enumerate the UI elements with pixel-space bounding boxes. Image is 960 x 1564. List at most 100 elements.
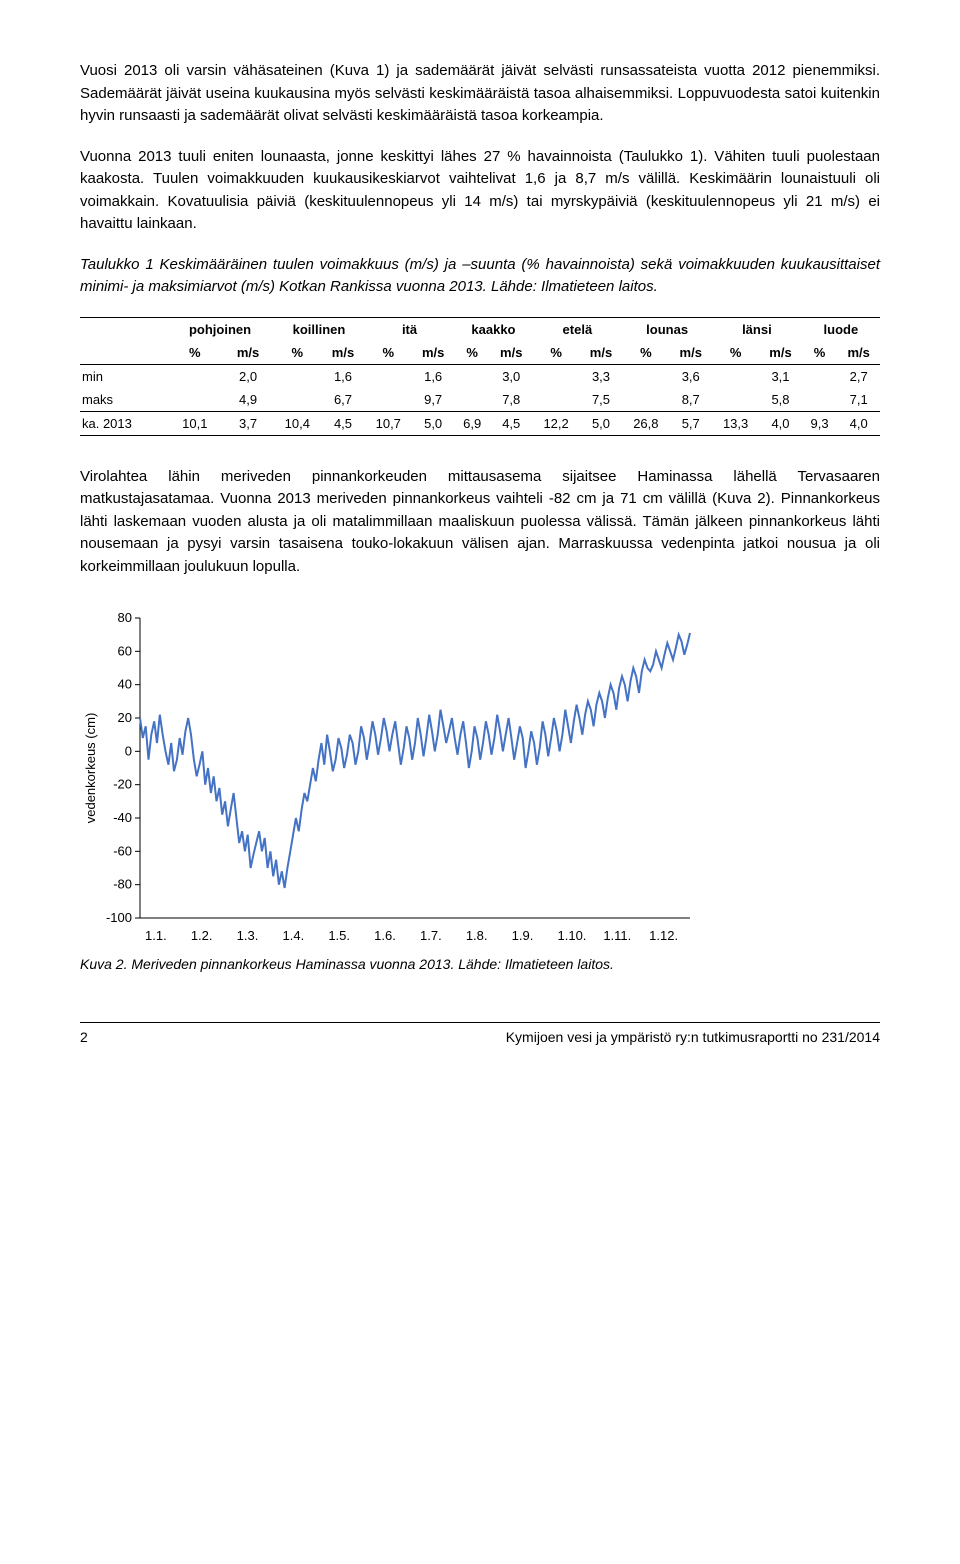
svg-text:1.4.: 1.4. [283, 928, 305, 943]
unit-ms: m/s [669, 341, 712, 365]
table-cell: 4,5 [321, 411, 364, 435]
unit-ms: m/s [490, 341, 533, 365]
table-cell: 3,1 [759, 364, 802, 388]
table-cell: 10,1 [167, 411, 223, 435]
table-cell: 5,0 [580, 411, 623, 435]
table-cell [273, 364, 321, 388]
unit-pct: % [802, 341, 838, 365]
table-cell [802, 388, 838, 412]
table-cell: 3,0 [490, 364, 533, 388]
table-cell: 10,7 [365, 411, 412, 435]
svg-text:-40: -40 [113, 810, 132, 825]
unit-ms: m/s [837, 341, 880, 365]
table-cell: 3,7 [223, 411, 273, 435]
unit-pct: % [167, 341, 223, 365]
table-cell: 8,7 [669, 388, 712, 412]
svg-text:-60: -60 [113, 843, 132, 858]
footer-page-number: 2 [80, 1029, 88, 1045]
row-label: ka. 2013 [80, 411, 167, 435]
table-cell: 9,7 [412, 388, 455, 412]
table-row: min 2,0 1,6 1,6 3,0 3,3 3,6 3,1 2,7 [80, 364, 880, 388]
dir-hdr: etelä [533, 317, 623, 341]
dir-hdr: koillinen [273, 317, 364, 341]
dir-hdr: kaakko [454, 317, 532, 341]
unit-ms: m/s [321, 341, 364, 365]
row-label: maks [80, 388, 167, 412]
table-cell: 6,9 [454, 411, 490, 435]
table-cell [167, 388, 223, 412]
svg-text:1.11.: 1.11. [603, 928, 631, 943]
unit-pct: % [454, 341, 490, 365]
table-cell: 5,0 [412, 411, 455, 435]
table-cell [533, 388, 580, 412]
dir-hdr: lounas [622, 317, 712, 341]
dir-hdr: luode [802, 317, 880, 341]
table-cell: 1,6 [321, 364, 364, 388]
table-cell: 7,8 [490, 388, 533, 412]
table-cell [365, 364, 412, 388]
table-cell [454, 388, 490, 412]
row-label: min [80, 364, 167, 388]
svg-text:-20: -20 [113, 777, 132, 792]
table-cell: 5,7 [669, 411, 712, 435]
table-cell: 9,3 [802, 411, 838, 435]
table-cell [533, 364, 580, 388]
table-cell [802, 364, 838, 388]
svg-text:20: 20 [118, 710, 132, 725]
svg-text:1.2.: 1.2. [191, 928, 213, 943]
table-cell: 13,3 [712, 411, 759, 435]
svg-text:40: 40 [118, 677, 132, 692]
dir-hdr: pohjoinen [167, 317, 273, 341]
table-cell [365, 388, 412, 412]
table-cell: 12,2 [533, 411, 580, 435]
table-cell: 26,8 [622, 411, 669, 435]
footer-report-title: Kymijoen vesi ja ympäristö ry:n tutkimus… [506, 1029, 880, 1045]
unit-pct: % [365, 341, 412, 365]
unit-pct: % [273, 341, 321, 365]
svg-text:1.7.: 1.7. [420, 928, 442, 943]
table-cell: 3,6 [669, 364, 712, 388]
table-unit-row: %m/s %m/s %m/s %m/s %m/s %m/s %m/s %m/s [80, 341, 880, 365]
table-row: maks4,96,79,77,87,58,75,87,1 [80, 388, 880, 412]
svg-text:1.10.: 1.10. [558, 928, 587, 943]
chart-caption: Kuva 2. Meriveden pinnankorkeus Haminass… [80, 956, 880, 972]
table-cell: 5,8 [759, 388, 802, 412]
table-cell: 1,6 [412, 364, 455, 388]
svg-text:1.8.: 1.8. [466, 928, 488, 943]
table-cell: 2,7 [837, 364, 880, 388]
table-direction-row: pohjoinen koillinen itä kaakko etelä lou… [80, 317, 880, 341]
table-cell: 7,5 [580, 388, 623, 412]
table-row: ka. 201310,13,710,44,510,75,06,94,512,25… [80, 411, 880, 435]
svg-text:1.5.: 1.5. [328, 928, 350, 943]
table-cell: 6,7 [321, 388, 364, 412]
svg-text:-80: -80 [113, 877, 132, 892]
table-cell: 10,4 [273, 411, 321, 435]
unit-pct: % [712, 341, 759, 365]
svg-text:80: 80 [118, 610, 132, 625]
table-cell [712, 388, 759, 412]
page-footer: 2 Kymijoen vesi ja ympäristö ry:n tutkim… [80, 1022, 880, 1045]
paragraph-3: Virolahtea lähin meriveden pinnankorkeud… [80, 466, 880, 579]
svg-text:-100: -100 [106, 910, 132, 925]
wind-table: pohjoinen koillinen itä kaakko etelä lou… [80, 317, 880, 436]
svg-text:60: 60 [118, 643, 132, 658]
dir-hdr: länsi [712, 317, 802, 341]
dir-hdr: itä [365, 317, 455, 341]
table-cell: 4,5 [490, 411, 533, 435]
table-caption: Taulukko 1 Keskimääräinen tuulen voimakk… [80, 254, 880, 299]
table-cell: 4,0 [837, 411, 880, 435]
paragraph-1: Vuosi 2013 oli varsin vähäsateinen (Kuva… [80, 60, 880, 128]
svg-text:vedenkorkeus (cm): vedenkorkeus (cm) [83, 713, 98, 824]
table-cell: 3,3 [580, 364, 623, 388]
svg-text:1.3.: 1.3. [237, 928, 259, 943]
paragraph-2: Vuonna 2013 tuuli eniten lounaasta, jonn… [80, 146, 880, 236]
svg-text:1.1.: 1.1. [145, 928, 167, 943]
unit-pct: % [622, 341, 669, 365]
table-cell [622, 388, 669, 412]
table-cell: 2,0 [223, 364, 273, 388]
table-cell: 7,1 [837, 388, 880, 412]
unit-ms: m/s [223, 341, 273, 365]
table-cell [167, 364, 223, 388]
sea-level-chart: -100-80-60-40-200204060801.1.1.2.1.3.1.4… [80, 608, 880, 972]
table-cell: 4,0 [759, 411, 802, 435]
